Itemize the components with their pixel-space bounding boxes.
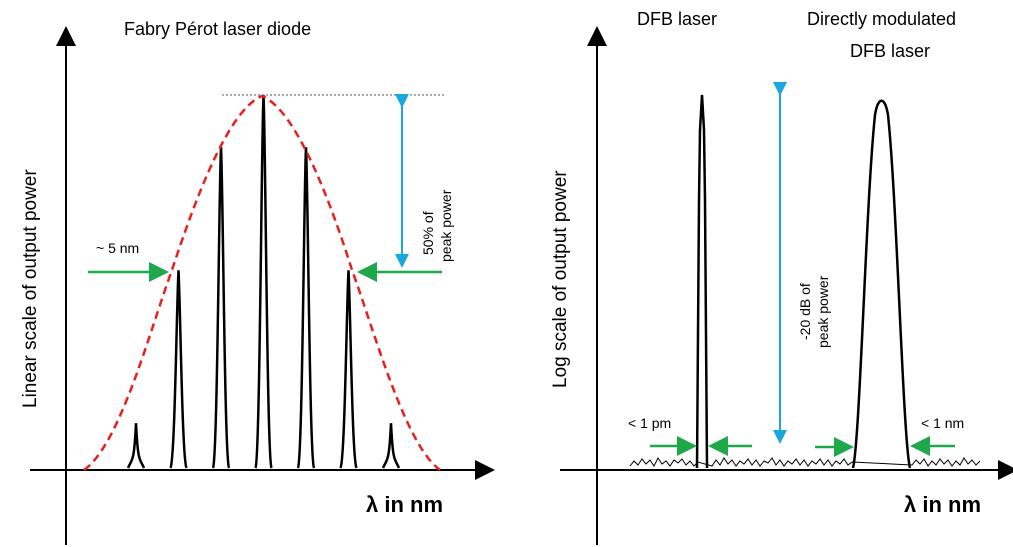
longitudinal-mode bbox=[381, 423, 401, 469]
dfb-laser-title: DFB laser bbox=[637, 9, 717, 29]
dm-width-annotation: < 1 nm bbox=[921, 415, 964, 431]
direct-title-line-2: DFB laser bbox=[850, 41, 930, 61]
direct-title-line-1: Directly modulated bbox=[807, 9, 956, 29]
dfb-width-annotation: < 1 pm bbox=[628, 415, 671, 431]
peak-db-annotation-line-1: -20 dB of bbox=[797, 283, 813, 340]
dfb-laser-line bbox=[695, 94, 709, 469]
left-title: Fabry Pérot laser diode bbox=[124, 19, 311, 39]
width-annotation: ~ 5 nm bbox=[96, 240, 139, 256]
longitudinal-mode bbox=[169, 270, 188, 469]
peak-db-annotation-line-2: peak power bbox=[815, 275, 831, 348]
noise-floor bbox=[629, 457, 981, 467]
peak-annotation-line-2: peak power bbox=[438, 189, 454, 262]
gain-envelope bbox=[83, 94, 441, 472]
longitudinal-mode bbox=[211, 147, 231, 469]
longitudinal-mode bbox=[254, 94, 273, 469]
direct-modulated-line bbox=[851, 99, 912, 469]
right-panel: DFB laser Directly modulated DFB laser -… bbox=[550, 9, 1013, 545]
longitudinal-mode bbox=[126, 423, 146, 469]
right-x-axis-label: λ in nm bbox=[904, 492, 981, 517]
left-y-axis-label: Linear scale of output power bbox=[20, 169, 41, 408]
left-panel: Fabry Pérot laser diode ~ 5 nm 50% of pe… bbox=[20, 19, 495, 545]
left-x-axis-label: λ in nm bbox=[366, 492, 443, 517]
peak-annotation-line-1: 50% of bbox=[420, 211, 436, 255]
right-y-axis-label: Log scale of output power bbox=[550, 170, 571, 388]
longitudinal-mode bbox=[339, 270, 358, 469]
longitudinal-mode bbox=[296, 147, 316, 469]
